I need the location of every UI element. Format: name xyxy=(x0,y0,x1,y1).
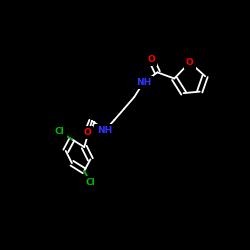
Text: O: O xyxy=(84,128,91,137)
Text: O: O xyxy=(147,55,155,64)
Text: Cl: Cl xyxy=(86,178,95,187)
Text: Cl: Cl xyxy=(55,127,64,136)
Text: NH: NH xyxy=(136,78,151,87)
Text: NH: NH xyxy=(98,126,113,134)
Text: O: O xyxy=(186,58,194,67)
